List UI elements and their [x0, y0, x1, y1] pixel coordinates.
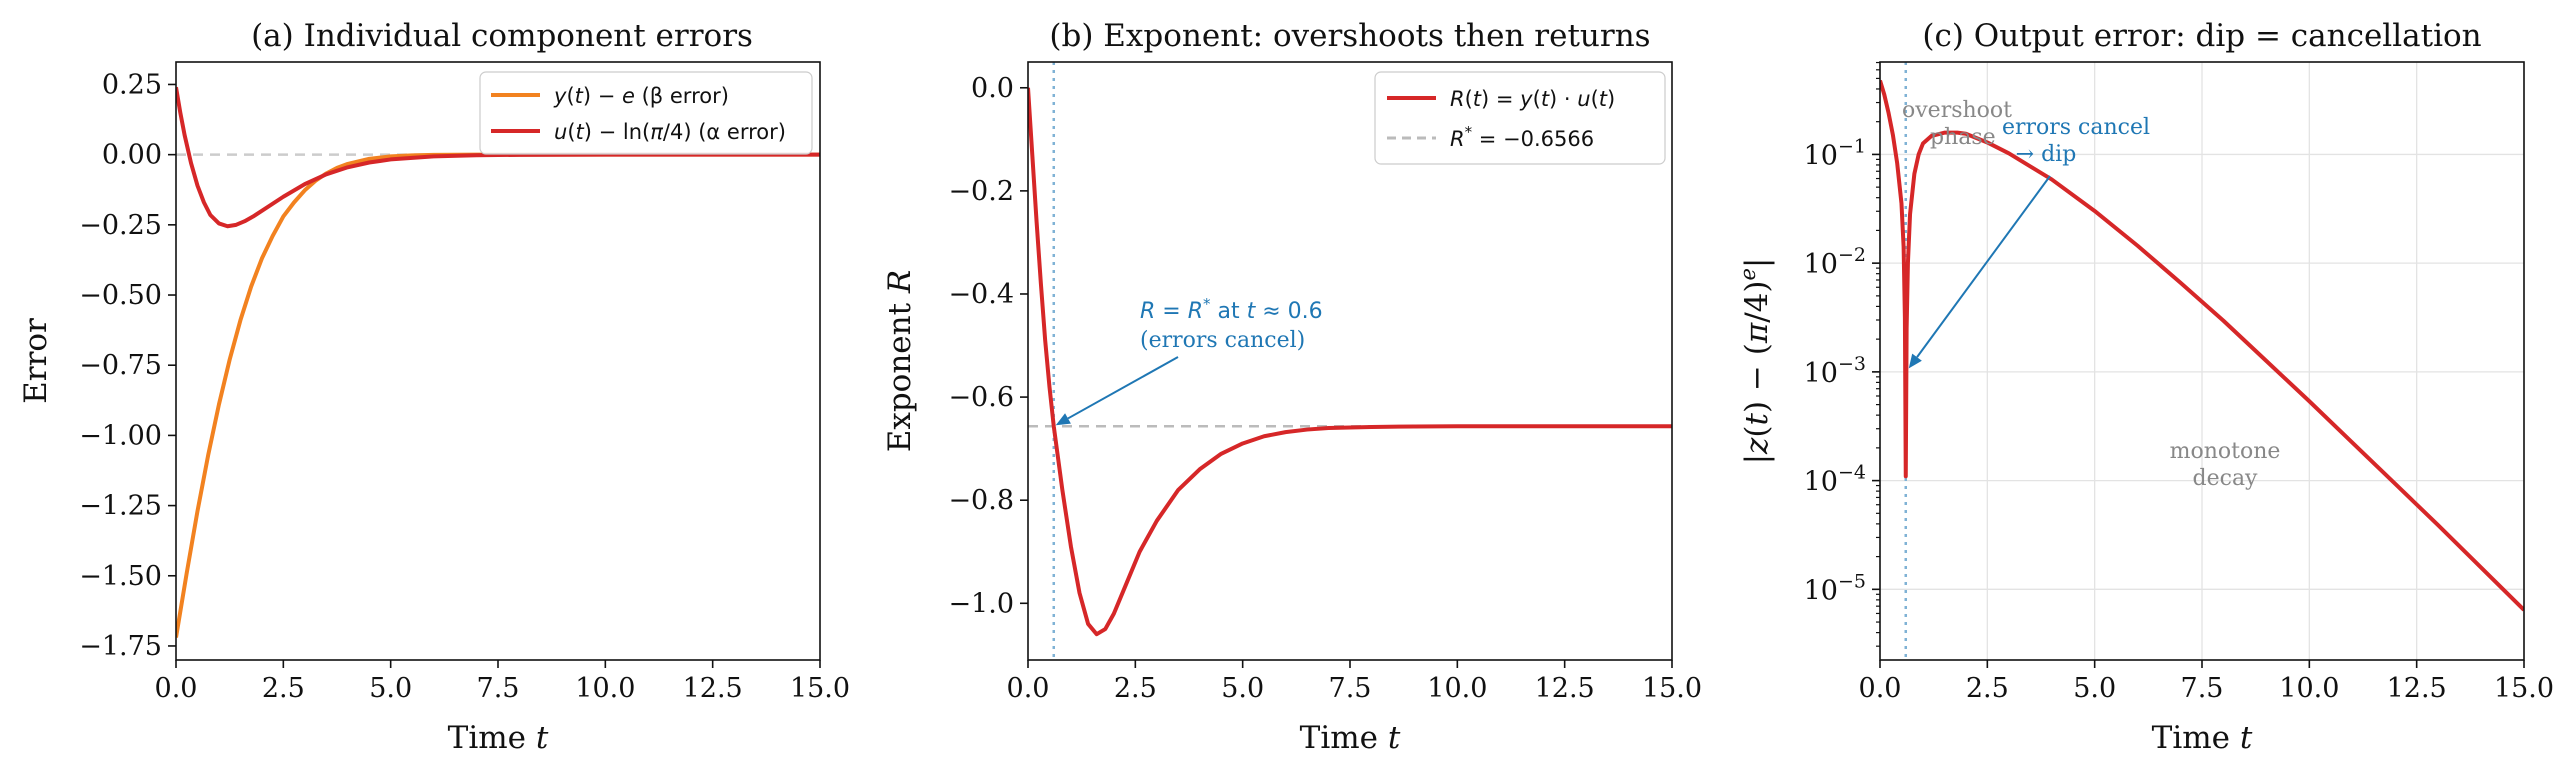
- x-tick-label: 7.5: [477, 673, 520, 704]
- panel-b-annotation-arrow: [1067, 356, 1179, 420]
- panel-c-annotation-monotone-2: decay: [2193, 466, 2259, 491]
- panel-c-x-label: Time t: [2152, 720, 2253, 756]
- panel-a-legend-box: [479, 71, 813, 155]
- panel-c-annotation-cancel: errors cancel: [2002, 115, 2150, 140]
- y-tick-label: −1.25: [79, 491, 162, 522]
- y-tick-label: 0.0: [971, 73, 1014, 104]
- x-tick-label: 7.5: [1329, 673, 1372, 704]
- panel-b-annotation-arrowhead: [1055, 413, 1071, 426]
- y-tick-label: 10−5: [1804, 570, 1866, 606]
- x-tick-label: 0.0: [155, 673, 198, 704]
- series-beta-error-line: [176, 152, 820, 638]
- panel-c-x-ticks: 0.0 2.5 5.0 7.5 10.0 12.5 15.0: [1859, 660, 2554, 704]
- y-tick-label: 10−2: [1804, 244, 1866, 280]
- panel-c-grid: [1879, 62, 2525, 660]
- y-tick-label: −0.4: [948, 279, 1014, 310]
- panel-b-x-ticks: 0.0 2.5 5.0 7.5 10.0 12.5 15.0: [1007, 660, 1702, 704]
- x-tick-label: 7.5: [2181, 673, 2224, 704]
- panel-b-y-ticks: 0.0 −0.2 −0.4 −0.6 −0.8 −1.0: [948, 73, 1028, 619]
- x-tick-label: 0.0: [1859, 673, 1902, 704]
- x-tick-label: 5.0: [2073, 673, 2116, 704]
- y-tick-label: 10−4: [1804, 462, 1866, 498]
- panel-c-annotation-overshoot: overshoot: [1902, 98, 2012, 123]
- panel-c-annotations: overshoot phase errors cancel → dip mono…: [1902, 98, 2280, 491]
- panel-a-y-label: Error: [18, 318, 54, 404]
- panel-a-legend-label-beta: y(t) − e (β error): [553, 84, 729, 108]
- y-tick-label: 0.00: [102, 140, 162, 171]
- y-tick-label: −0.6: [948, 382, 1014, 413]
- x-tick-label: 10.0: [2279, 673, 2339, 704]
- y-tick-label: −0.2: [948, 176, 1014, 207]
- x-tick-label: 12.5: [2387, 673, 2447, 704]
- panel-b-legend-label-r: R(t) = y(t) · u(t): [1450, 87, 1615, 111]
- panel-a-legend-label-alpha: u(t) − ln(π/4) (α error): [554, 120, 786, 144]
- panel-c-title: (c) Output error: dip = cancellation: [1922, 18, 2481, 54]
- panel-c-y-label: |z(t) − (π/4)e|: [1736, 258, 1775, 465]
- panel-a-plot: [176, 86, 820, 638]
- x-tick-label: 12.5: [1535, 673, 1595, 704]
- panel-b-annotation: R = R* at t ≈ 0.6 (errors cancel): [1055, 295, 1323, 426]
- panel-c-plot: [1880, 62, 2524, 660]
- x-tick-label: 2.5: [1114, 673, 1157, 704]
- panel-c-annotation-overshoot-2: phase: [1930, 125, 1996, 150]
- series-alpha-error-line: [176, 86, 820, 229]
- x-tick-label: 10.0: [575, 673, 635, 704]
- y-tick-label: −0.8: [948, 485, 1014, 516]
- panel-b-legend: R(t) = y(t) · u(t) R* = −0.6566: [1374, 71, 1666, 165]
- panel-b-legend-box: [1374, 71, 1666, 165]
- x-tick-label: 12.5: [683, 673, 743, 704]
- y-tick-label: −1.00: [79, 420, 162, 451]
- panel-b-title: (b) Exponent: overshoots then returns: [1049, 18, 1650, 54]
- y-tick-label: −0.50: [79, 280, 162, 311]
- panel-a-x-label: Time t: [448, 720, 549, 756]
- panel-b-annotation-text: R = R* at t ≈ 0.6: [1140, 295, 1323, 324]
- x-tick-label: 15.0: [2494, 673, 2554, 704]
- panel-b-annotation-text-2: (errors cancel): [1140, 328, 1305, 353]
- panel-a-title: (a) Individual component errors: [251, 18, 753, 54]
- y-tick-label: 0.25: [102, 69, 162, 100]
- panel-a-y-ticks: 0.25 0.00 −0.25 −0.50 −0.75 −1.00 −1.25 −1.50 −1…: [79, 69, 176, 662]
- panel-c-y-ticks: 10−1 10−2 10−3 10−4 10−5: [1804, 61, 1880, 647]
- x-tick-label: 2.5: [262, 673, 305, 704]
- panel-a-legend: y(t) − e (β error) u(t) − ln(π/4) (α err…: [479, 71, 813, 155]
- panel-a: (a) Individual component errors 0.0 2.5 5.…: [18, 18, 850, 756]
- y-tick-label: −0.75: [79, 350, 162, 381]
- panel-a-x-ticks: 0.0 2.5 5.0 7.5 10.0 12.5 15.0: [155, 660, 850, 704]
- panel-c-annotation-monotone: monotone: [2170, 439, 2281, 464]
- x-tick-label: 0.0: [1007, 673, 1050, 704]
- x-tick-label: 10.0: [1427, 673, 1487, 704]
- panel-b-x-label: Time t: [1300, 720, 1401, 756]
- y-tick-label: 10−3: [1804, 353, 1866, 389]
- y-tick-label: 10−1: [1804, 135, 1866, 171]
- x-tick-label: 5.0: [1221, 673, 1264, 704]
- panel-c-annotation-arrowhead: [1908, 353, 1922, 369]
- y-tick-label: −1.75: [79, 631, 162, 662]
- series-output-error-line: [1880, 79, 2524, 612]
- y-tick-label: −1.50: [79, 561, 162, 592]
- panel-b: (b) Exponent: overshoots then returns 0.…: [882, 18, 1702, 756]
- panel-c-annotation-arrow: [1916, 175, 2051, 358]
- x-tick-label: 5.0: [369, 673, 412, 704]
- panel-b-legend-label-rstar: R* = −0.6566: [1450, 123, 1594, 151]
- panel-c: (c) Output error: dip = cancellation 0.0…: [1736, 18, 2554, 756]
- y-tick-label: −0.25: [79, 210, 162, 241]
- panel-c-annotation-cancel-2: → dip: [2016, 142, 2077, 167]
- x-tick-label: 15.0: [790, 673, 850, 704]
- panel-b-y-label: Exponent R: [882, 270, 918, 453]
- panel-b-plot: [1028, 62, 1672, 660]
- y-tick-label: −1.0: [948, 588, 1014, 619]
- x-tick-label: 2.5: [1966, 673, 2009, 704]
- series-exponent-line: [1028, 87, 1672, 637]
- x-tick-label: 15.0: [1642, 673, 1702, 704]
